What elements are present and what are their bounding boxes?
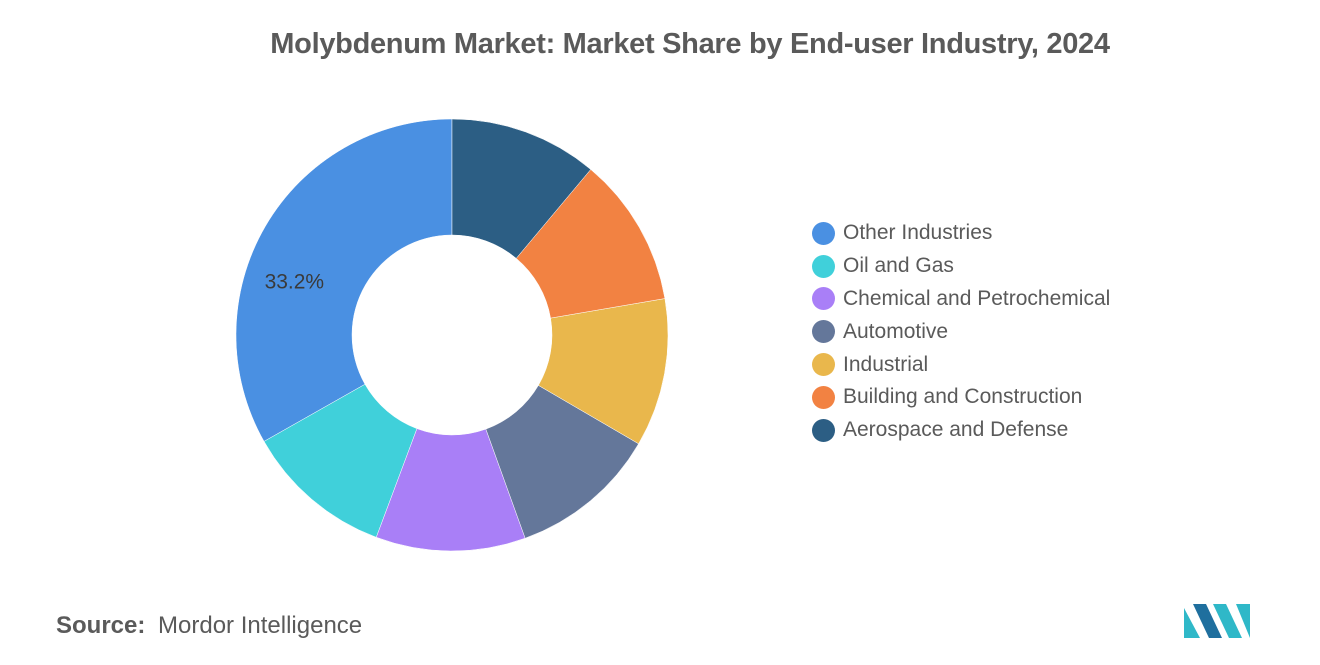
legend-label: Industrial bbox=[843, 352, 929, 376]
chart-title: Molybdenum Market: Market Share by End-u… bbox=[270, 28, 1110, 60]
legend-label: Oil and Gas bbox=[843, 254, 954, 278]
donut-slice-other-industries bbox=[235, 118, 453, 442]
legend-swatch bbox=[812, 221, 835, 245]
legend-swatch bbox=[812, 254, 835, 278]
donut-slices bbox=[235, 118, 669, 552]
legend-label: Building and Construction bbox=[843, 385, 1083, 409]
legend-item: Industrial bbox=[812, 348, 1312, 381]
legend-item: Building and Construction bbox=[812, 381, 1312, 414]
source-line: Source: Mordor Intelligence bbox=[56, 612, 362, 640]
legend-swatch bbox=[812, 418, 835, 442]
source-label: Source: bbox=[56, 612, 146, 639]
source-name: Mordor Intelligence bbox=[158, 612, 363, 639]
legend-item: Aerospace and Defense bbox=[812, 414, 1312, 447]
legend-item: Oil and Gas bbox=[812, 250, 1312, 283]
legend-swatch bbox=[812, 385, 835, 409]
donut-data-labels: 33.2% bbox=[265, 271, 325, 294]
legend-swatch bbox=[812, 320, 835, 344]
legend-item: Other Industries bbox=[812, 217, 1312, 250]
legend-label: Chemical and Petrochemical bbox=[843, 286, 1111, 310]
mordor-intelligence-logo-icon bbox=[1184, 604, 1250, 638]
donut-slice-aerospace-and-defense bbox=[451, 118, 592, 259]
legend-item: Automotive bbox=[812, 315, 1312, 348]
data-label-other-industries: 33.2% bbox=[265, 271, 325, 294]
legend-swatch bbox=[812, 353, 835, 377]
legend-label: Aerospace and Defense bbox=[843, 418, 1069, 442]
chart-legend: Other Industries Oil and Gas Chemical and … bbox=[812, 217, 1312, 447]
legend-swatch bbox=[812, 287, 835, 311]
legend-label: Other Industries bbox=[843, 221, 993, 245]
legend-item: Chemical and Petrochemical bbox=[812, 283, 1312, 316]
legend-label: Automotive bbox=[843, 319, 949, 343]
